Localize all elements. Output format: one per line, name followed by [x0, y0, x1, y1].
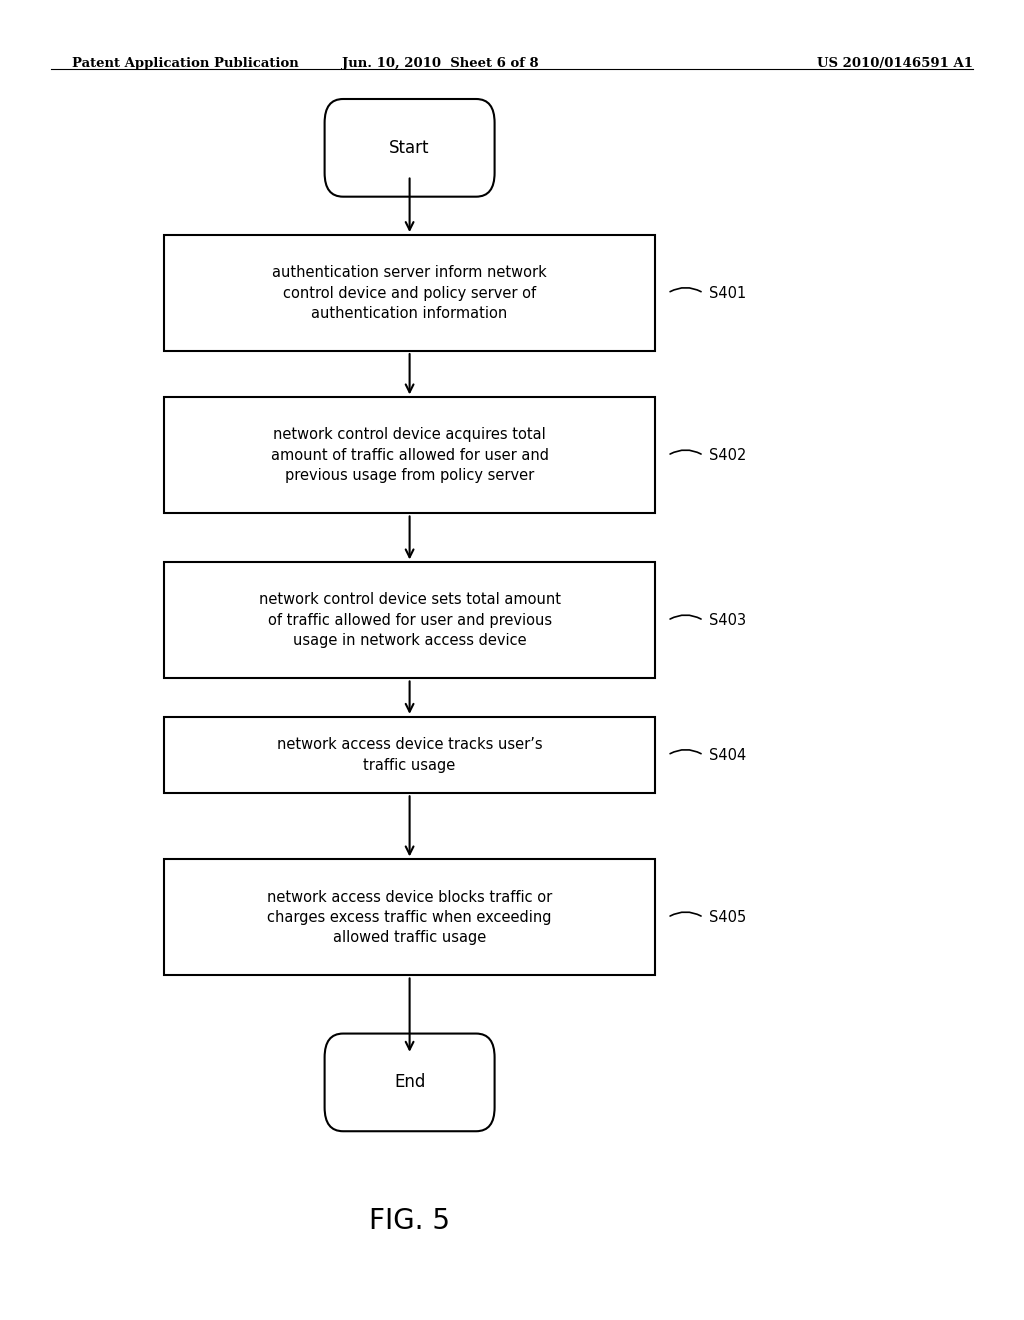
Text: network access device tracks user’s
traffic usage: network access device tracks user’s traf… — [276, 738, 543, 772]
Text: End: End — [394, 1073, 425, 1092]
Text: Start: Start — [389, 139, 430, 157]
Text: FIG. 5: FIG. 5 — [369, 1206, 451, 1236]
FancyBboxPatch shape — [325, 99, 495, 197]
Text: network control device acquires total
amount of traffic allowed for user and
pre: network control device acquires total am… — [270, 428, 549, 483]
Text: network access device blocks traffic or
charges excess traffic when exceeding
al: network access device blocks traffic or … — [267, 890, 552, 945]
Text: Patent Application Publication: Patent Application Publication — [72, 57, 298, 70]
Text: S403: S403 — [709, 612, 745, 628]
FancyBboxPatch shape — [164, 562, 655, 678]
Text: S404: S404 — [709, 747, 745, 763]
FancyBboxPatch shape — [164, 717, 655, 793]
FancyBboxPatch shape — [325, 1034, 495, 1131]
Text: S405: S405 — [709, 909, 745, 925]
Text: authentication server inform network
control device and policy server of
authent: authentication server inform network con… — [272, 265, 547, 321]
Text: S401: S401 — [709, 285, 745, 301]
Text: US 2010/0146591 A1: US 2010/0146591 A1 — [817, 57, 973, 70]
Text: network control device sets total amount
of traffic allowed for user and previou: network control device sets total amount… — [259, 593, 560, 648]
Text: S402: S402 — [709, 447, 745, 463]
FancyBboxPatch shape — [164, 859, 655, 975]
Text: Jun. 10, 2010  Sheet 6 of 8: Jun. 10, 2010 Sheet 6 of 8 — [342, 57, 539, 70]
FancyBboxPatch shape — [164, 397, 655, 513]
FancyBboxPatch shape — [164, 235, 655, 351]
